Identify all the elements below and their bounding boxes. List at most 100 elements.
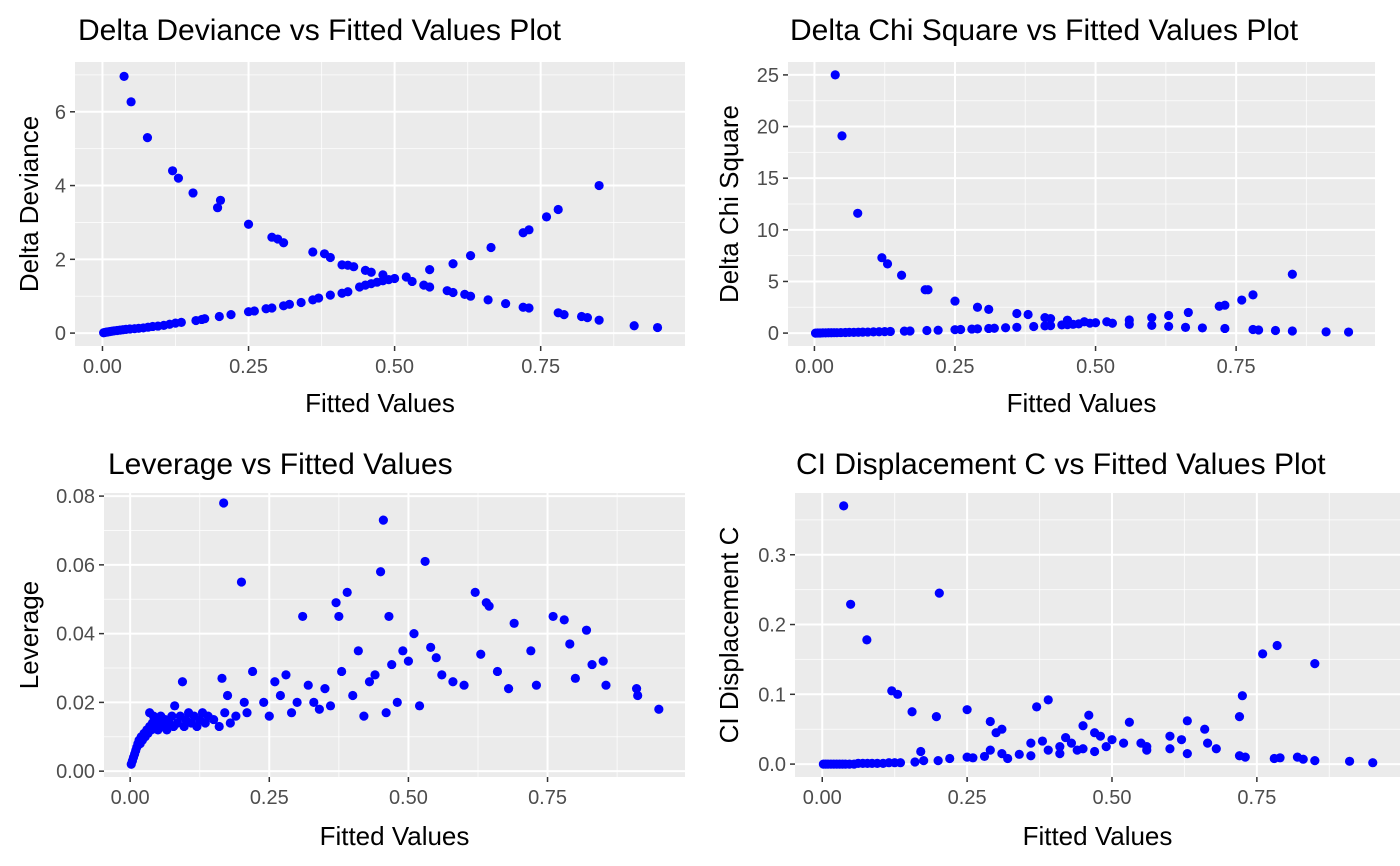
scatter-points <box>126 498 664 769</box>
data-point <box>303 680 313 690</box>
data-point <box>425 282 435 292</box>
data-point <box>249 306 259 316</box>
data-point <box>378 515 388 525</box>
data-point <box>1124 315 1134 325</box>
data-point <box>403 656 414 666</box>
data-point <box>281 670 291 680</box>
y-tick-label: 0.1 <box>758 684 786 706</box>
data-point <box>420 556 430 567</box>
data-point <box>524 225 534 235</box>
data-point <box>1240 752 1250 762</box>
data-point <box>459 680 469 690</box>
data-point <box>1014 749 1024 759</box>
data-point <box>972 324 983 334</box>
data-point <box>581 625 592 635</box>
data-point <box>598 656 608 666</box>
x-tick-label: 0.25 <box>936 356 975 378</box>
data-point <box>384 275 394 285</box>
data-point <box>1147 313 1157 323</box>
y-tick-label: 0.02 <box>56 692 95 714</box>
data-point <box>483 295 493 305</box>
data-point <box>985 716 995 727</box>
data-point <box>907 707 917 717</box>
data-point <box>1254 325 1264 335</box>
data-point <box>325 252 335 263</box>
data-point <box>553 204 563 215</box>
data-point <box>830 70 840 80</box>
data-point <box>1182 716 1192 726</box>
data-point <box>222 690 233 701</box>
data-point <box>1012 322 1022 332</box>
x-tick-label: 0.50 <box>375 356 414 378</box>
data-point <box>524 303 534 313</box>
data-point <box>541 212 552 222</box>
data-point <box>1182 749 1192 759</box>
data-point <box>366 267 376 277</box>
data-point <box>292 697 302 707</box>
y-axis-title: Leverage <box>14 581 44 689</box>
x-tick-label: 0.50 <box>1093 787 1132 809</box>
data-point <box>931 712 941 722</box>
data-point <box>278 238 289 248</box>
data-point <box>284 299 295 309</box>
data-point <box>1026 751 1036 761</box>
data-point <box>526 646 536 656</box>
data-point <box>956 324 966 335</box>
data-point <box>997 724 1007 734</box>
data-point <box>1298 754 1308 764</box>
x-tick-label: 0.75 <box>528 787 567 809</box>
data-point <box>448 259 458 269</box>
data-point <box>1045 321 1056 331</box>
data-point <box>314 704 324 714</box>
data-point <box>1078 721 1088 731</box>
data-point <box>933 325 943 335</box>
y-tick-label: 5 <box>768 271 779 293</box>
data-point <box>1220 323 1230 334</box>
data-point <box>142 133 153 143</box>
data-point <box>431 653 441 663</box>
data-point <box>565 639 575 649</box>
data-point <box>885 326 895 337</box>
data-point <box>325 701 336 711</box>
data-point <box>414 701 425 711</box>
data-point <box>923 285 933 295</box>
y-tick-label: 0.3 <box>758 545 786 567</box>
x-tick-label: 0.50 <box>389 787 428 809</box>
scatter-points <box>818 501 1378 769</box>
data-point <box>1220 300 1230 310</box>
data-point <box>384 611 394 622</box>
data-point <box>220 708 230 718</box>
data-point <box>176 317 186 327</box>
data-point <box>846 599 856 609</box>
data-point <box>1074 319 1084 329</box>
data-point <box>215 195 226 205</box>
data-point <box>892 689 903 699</box>
data-point <box>1165 744 1175 754</box>
x-axis-title: Fitted Values <box>1023 821 1173 851</box>
data-point <box>465 291 476 301</box>
data-point <box>392 697 402 707</box>
data-point <box>503 684 514 694</box>
chart-panel-3: 0.00 0.25 0.50 0.75 0.00 0.02 0.04 0.06 0.08 Leve… <box>14 448 685 851</box>
y-axis-title: Delta Deviance <box>14 116 44 292</box>
x-tick-label: 0.75 <box>1237 787 1276 809</box>
data-point <box>1368 758 1378 768</box>
data-point <box>509 618 519 628</box>
y-tick-label: 0.08 <box>56 486 95 508</box>
data-point <box>1275 753 1285 763</box>
data-point <box>1237 295 1247 305</box>
y-tick-label: 2 <box>55 249 66 271</box>
data-point <box>1310 659 1320 669</box>
data-point <box>882 259 893 269</box>
x-tick-label: 0.25 <box>948 787 987 809</box>
data-point <box>1200 724 1210 734</box>
x-tick-label: 0.25 <box>229 356 268 378</box>
data-point <box>910 757 920 767</box>
data-point <box>979 751 990 762</box>
data-point <box>1142 745 1152 755</box>
data-point <box>587 659 597 670</box>
data-point <box>1183 307 1193 318</box>
data-point <box>353 646 363 656</box>
chart-title: Delta Chi Square vs Fitted Values Plot <box>790 14 1299 47</box>
data-point <box>119 71 129 81</box>
